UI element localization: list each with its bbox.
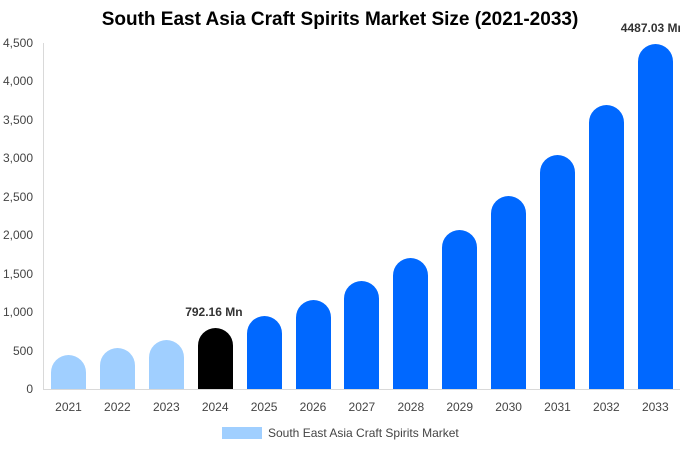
x-tick-label: 2027	[348, 400, 376, 414]
y-axis-line	[43, 43, 44, 390]
bar-2027[interactable]	[344, 281, 380, 389]
bar-2025[interactable]	[246, 315, 282, 389]
y-tick-label: 3,000	[2, 151, 33, 166]
x-tick-label: 2033	[641, 400, 669, 414]
bar-2031[interactable]	[540, 155, 575, 389]
x-tick-label: 2025	[250, 400, 278, 414]
legend-swatch	[222, 427, 262, 439]
bar-2030[interactable]	[491, 196, 527, 389]
legend-label: South East Asia Craft Spirits Market	[268, 426, 459, 440]
bar-2029[interactable]	[442, 230, 478, 389]
bar-2026[interactable]	[295, 300, 331, 389]
bar-2032[interactable]	[588, 105, 624, 389]
x-tick-label: 2029	[446, 400, 474, 414]
x-tick-label: 2031	[544, 400, 571, 414]
y-tick-label: 2,500	[2, 189, 33, 204]
y-tick-label: 4,500	[2, 36, 33, 50]
bar-2021[interactable]	[51, 355, 86, 389]
y-tick-label: 2,000	[2, 228, 33, 243]
y-tick-label: 1,500	[2, 266, 33, 281]
x-axis-line	[43, 389, 680, 390]
x-tick-label: 2021	[55, 400, 82, 414]
bar-2033[interactable]	[637, 43, 673, 389]
bar-2028[interactable]	[393, 258, 429, 389]
bar-2023[interactable]	[148, 340, 184, 389]
legend[interactable]: South East Asia Craft Spirits Market	[222, 426, 459, 440]
x-tick-label: 2023	[152, 400, 180, 414]
x-tick-label: 2028	[397, 400, 425, 414]
x-tick-label: 2024	[201, 400, 229, 414]
x-tick-label: 2032	[593, 400, 620, 414]
x-tick-label: 2022	[104, 400, 131, 414]
data-label-2033: 4487.03 Mn	[620, 20, 680, 35]
x-tick-label: 2030	[495, 400, 522, 414]
bar-2024[interactable]	[197, 328, 233, 389]
y-tick-label: 500	[12, 343, 33, 358]
bar-2022[interactable]	[99, 348, 135, 389]
y-tick-label: 3,500	[2, 112, 33, 127]
data-label-2024: 792.16 Mn	[185, 305, 243, 320]
chart-title: South East Asia Craft Spirits Market Siz…	[101, 9, 579, 30]
y-tick-label: 0	[26, 382, 33, 396]
y-tick-label: 1,000	[2, 305, 33, 320]
x-tick-label: 2026	[299, 400, 327, 414]
y-tick-label: 4,000	[2, 74, 33, 89]
